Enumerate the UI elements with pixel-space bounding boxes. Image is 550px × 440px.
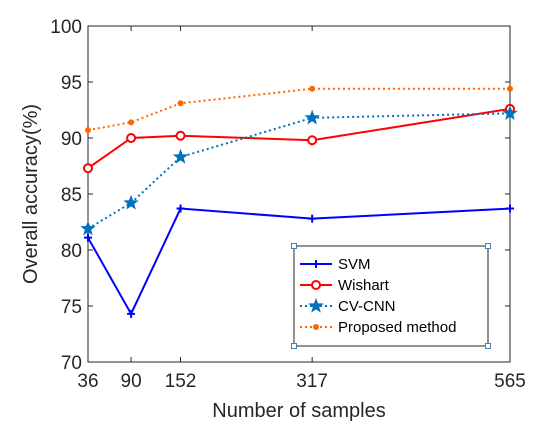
legend-label: SVM: [338, 256, 371, 273]
series-cv-cnn: [80, 105, 518, 236]
y-tick-label: 95: [61, 73, 82, 94]
legend-resize-handle: [485, 343, 491, 349]
data-point: [80, 220, 96, 236]
legend-marker: [311, 280, 321, 290]
data-point: [177, 100, 184, 107]
y-tick-label: 80: [61, 241, 82, 262]
data-point: [502, 105, 518, 120]
legend-label: Proposed method: [338, 319, 456, 336]
legend-label: CV-CNN: [338, 298, 396, 315]
legend-entry-wishart: Wishart: [300, 277, 390, 294]
data-point: [128, 119, 135, 126]
legend-marker: [312, 260, 320, 268]
legend-resize-handle: [291, 243, 297, 249]
data-point: [308, 214, 317, 223]
legend-entry-cv-cnn: CV-CNN: [300, 297, 396, 315]
data-point: [123, 194, 139, 210]
legend-entry-proposed-method: Proposed method: [300, 319, 456, 336]
data-point: [84, 233, 92, 242]
legend-label: Wishart: [338, 277, 390, 294]
y-tick-label: 70: [61, 353, 82, 374]
data-point: [127, 309, 136, 318]
y-axis-label: Overall accuracy(%): [20, 104, 42, 284]
legend-resize-handle: [291, 343, 297, 349]
legend[interactable]: SVM Wishart CV-CNN Proposed method: [291, 243, 491, 349]
data-point: [506, 204, 514, 213]
series-proposed-method: [85, 85, 513, 134]
data-point: [83, 163, 93, 174]
series-lines: [80, 85, 518, 318]
series-line-cv-cnn: [87, 112, 511, 230]
data-point: [507, 85, 513, 92]
data-point: [176, 204, 185, 213]
series-svm: [84, 204, 514, 318]
x-tick-label: 565: [494, 371, 526, 392]
legend-box: [293, 245, 489, 347]
y-tick-label: 75: [61, 297, 82, 318]
data-point: [175, 130, 186, 141]
x-tick-label: 36: [77, 371, 98, 392]
data-point: [309, 85, 316, 92]
legend-resize-handle: [485, 243, 491, 249]
y-tick-label: 90: [61, 129, 82, 150]
y-tick-label: 100: [50, 17, 82, 38]
y-tick-label: 85: [61, 185, 82, 206]
x-tick-label: 90: [121, 371, 142, 392]
x-axis-label: Number of samples: [212, 400, 385, 422]
legend-marker: [308, 297, 324, 313]
data-point: [85, 127, 91, 134]
axis-ticks: 36 90 152 317 565 70 75 80 85 90 95 100: [50, 17, 526, 392]
data-point: [172, 148, 189, 164]
x-tick-label: 317: [296, 371, 328, 392]
x-tick-label: 152: [165, 371, 197, 392]
data-point: [307, 135, 318, 146]
legend-entry-svm: SVM: [300, 256, 371, 273]
data-point: [126, 133, 137, 143]
legend-marker: [313, 324, 319, 330]
data-point: [304, 109, 320, 125]
